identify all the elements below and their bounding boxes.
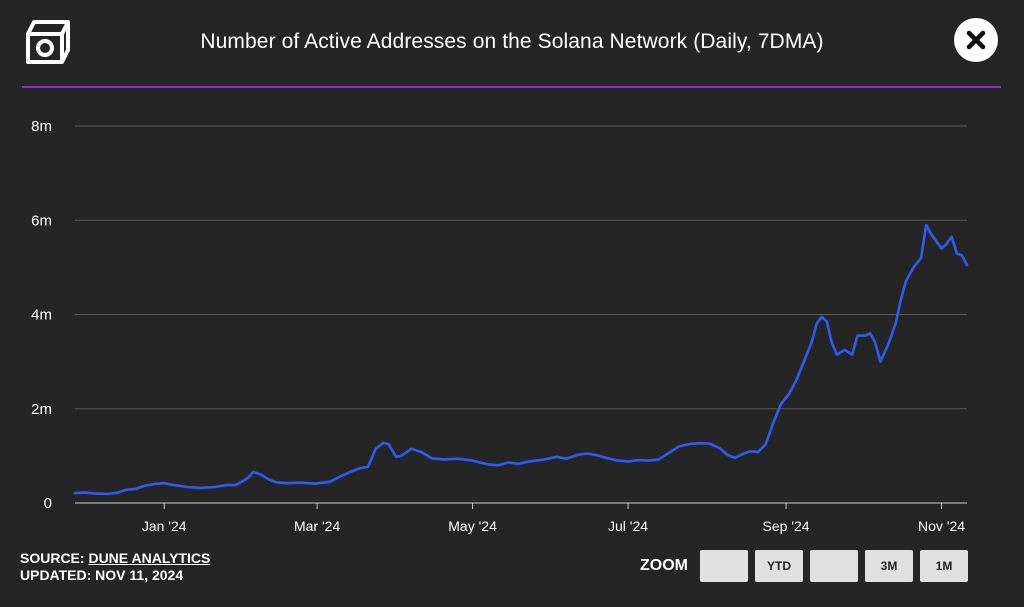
zoom-button-1m[interactable]: 1M <box>920 550 968 582</box>
zoom-button-1[interactable] <box>700 550 748 582</box>
y-tick-label: 0 <box>44 495 52 512</box>
chart-title: Number of Active Addresses on the Solana… <box>200 30 824 53</box>
x-tick-label: Nov '24 <box>918 518 965 534</box>
zoom-label: ZOOM <box>640 557 688 574</box>
close-button[interactable] <box>954 18 998 62</box>
x-tick-label: May '24 <box>448 518 497 534</box>
close-icon <box>966 30 986 50</box>
y-tick-label: 8m <box>31 118 52 135</box>
updated-text: UPDATED: NOV 11, 2024 <box>20 567 184 583</box>
source-link[interactable]: DUNE ANALYTICS <box>88 550 211 566</box>
chart-area: 0 2m 4m 6m 8m Jan '24 Mar '24 May '24 Jul '24 Se… <box>31 118 969 534</box>
y-tick-label: 2m <box>31 401 52 418</box>
x-tick-label: Jul '24 <box>608 518 648 534</box>
zoom-button-3[interactable] <box>810 550 858 582</box>
series-line <box>73 223 969 496</box>
source-block: SOURCE: DUNE ANALYTICS UPDATED: NOV 11, … <box>20 550 210 584</box>
zoom-button-3m[interactable]: 3M <box>865 550 913 582</box>
x-tick-label: Sep '24 <box>763 518 810 534</box>
source-prefix: SOURCE: <box>20 550 89 566</box>
x-tick-label: Jan '24 <box>142 518 187 534</box>
zoom-button-ytd[interactable]: YTD <box>755 550 803 582</box>
y-tick-label: 6m <box>31 212 52 229</box>
x-tick-label: Mar '24 <box>294 518 340 534</box>
cube-logo-icon <box>22 16 74 68</box>
header-divider <box>22 86 1001 88</box>
y-tick-label: 4m <box>31 307 52 324</box>
